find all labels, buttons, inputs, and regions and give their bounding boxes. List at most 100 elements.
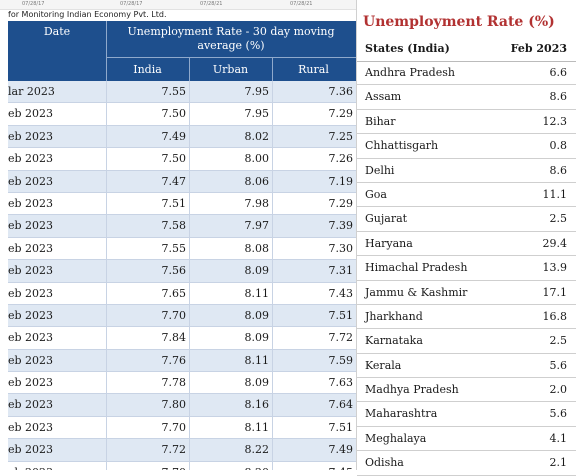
state-name: Delhi — [365, 163, 395, 177]
date-cell: eb 2023 — [8, 264, 54, 278]
india-cell: 7.70 — [161, 308, 187, 322]
date-cell: eb 2023 — [8, 196, 54, 210]
india-cell: 7.51 — [161, 196, 187, 210]
column-divider — [189, 103, 190, 125]
rural-cell: 7.59 — [328, 353, 354, 367]
rural-cell: 7.45 — [272, 462, 354, 470]
column-divider — [106, 81, 107, 103]
state-table-title: Unemployment Rate (%) — [363, 14, 555, 30]
column-divider — [272, 282, 273, 304]
column-divider — [272, 372, 273, 394]
date-cell: eb 2023 — [8, 152, 54, 166]
column-divider — [272, 215, 273, 237]
table-body: lar 2023 7.55 7.95 7.36 eb 2023 7.50 7.95 7.29 e… — [8, 81, 356, 470]
header-group-line1: Unemployment Rate - 30 day moving — [127, 25, 335, 38]
india-cell: 7.50 — [161, 152, 187, 166]
state-name: Assam — [365, 90, 402, 104]
state-name: Jammu & Kashmir — [365, 285, 468, 299]
state-value: 12.3 — [542, 114, 568, 128]
urban-cell: 8.16 — [244, 398, 270, 412]
date-cell: eb 2023 — [8, 286, 54, 300]
table-row: eb 2023 7.70 8.09 7.51 — [8, 304, 356, 328]
urban-cell: 7.95 — [244, 85, 270, 98]
column-divider — [189, 148, 190, 170]
column-divider — [189, 349, 190, 372]
column-divider — [189, 461, 190, 470]
state-row: Haryana 29.4 — [357, 232, 576, 257]
header-divider — [106, 57, 356, 58]
column-divider — [106, 192, 107, 215]
rural-cell: 7.30 — [328, 241, 354, 255]
header-month: Feb 2023 — [510, 42, 567, 55]
rural-cell: 7.25 — [328, 129, 354, 143]
date-cell: lar 2023 — [8, 85, 55, 98]
state-name: Maharashtra — [365, 407, 438, 421]
state-row: Chhattisgarh 0.8 — [357, 134, 576, 159]
state-name: Gujarat — [365, 212, 408, 226]
state-value: 2.0 — [549, 383, 568, 397]
india-cell: 7.55 — [161, 85, 187, 98]
top-strip: 07/28/17 07/28/17 07/28/21 07/28/21 — [0, 0, 356, 10]
urban-cell: 7.98 — [244, 196, 270, 210]
top-strip-text: 07/28/21 — [290, 1, 313, 7]
date-cell: eb 2023 — [8, 376, 54, 390]
table-row: eb 2023 7.80 8.16 7.64 — [8, 394, 356, 417]
state-row: Meghalaya 4.1 — [357, 427, 576, 452]
date-cell: eb 2023 — [8, 219, 54, 233]
rural-cell: 7.51 — [328, 420, 354, 434]
date-cell: eb 2023 — [8, 462, 106, 470]
state-value: 2.5 — [549, 334, 568, 348]
column-divider — [272, 125, 273, 148]
india-cell: 7.70 — [161, 420, 187, 434]
rural-cell: 7.36 — [328, 85, 354, 98]
rural-cell: 7.31 — [328, 264, 354, 278]
state-value: 5.6 — [549, 407, 568, 421]
india-cell: 7.72 — [161, 443, 187, 457]
state-name: Kerala — [365, 358, 402, 372]
column-divider — [272, 103, 273, 125]
date-cell: eb 2023 — [8, 331, 54, 345]
column-divider — [272, 192, 273, 215]
column-divider — [189, 304, 190, 327]
table-row: eb 2023 7.51 7.98 7.29 — [8, 192, 356, 216]
column-divider — [106, 372, 107, 394]
column-divider — [272, 81, 273, 103]
urban-cell: 8.11 — [244, 353, 270, 367]
state-row: Assam 8.6 — [357, 85, 576, 110]
header-rural: Rural — [298, 63, 329, 76]
india-cell: 7.76 — [161, 353, 187, 367]
state-table-body: Andhra Pradesh 6.6 Assam 8.6 Bihar 12.3 Chhatt… — [357, 61, 576, 476]
state-value: 6.6 — [549, 66, 568, 79]
state-name: Odisha — [365, 456, 404, 470]
table-row: lar 2023 7.55 7.95 7.36 — [8, 81, 356, 104]
column-divider — [189, 439, 190, 461]
table-row: eb 2023 7.84 8.09 7.72 — [8, 327, 356, 350]
india-cell: 7.47 — [161, 174, 187, 188]
state-value: 0.8 — [549, 139, 568, 153]
column-divider — [106, 439, 107, 461]
urban-cell: 7.95 — [244, 107, 270, 121]
column-divider — [272, 349, 273, 372]
column-divider — [106, 327, 107, 349]
state-value: 11.1 — [542, 187, 568, 201]
column-divider — [272, 260, 273, 282]
state-row: Goa 11.1 — [357, 183, 576, 208]
urban-cell: 8.22 — [244, 443, 270, 457]
column-divider — [189, 260, 190, 282]
rural-cell: 7.39 — [328, 219, 354, 233]
column-divider — [106, 394, 107, 416]
header-divider — [272, 57, 273, 81]
state-row: Jammu & Kashmir 17.1 — [357, 281, 576, 305]
table-row: eb 2023 7.55 8.08 7.30 — [8, 237, 356, 261]
column-divider — [272, 461, 273, 470]
table-row: eb 2023 7.50 8.00 7.26 — [8, 148, 356, 171]
urban-cell: 8.09 — [244, 376, 270, 390]
column-divider — [189, 170, 190, 192]
state-name: Meghalaya — [365, 431, 427, 445]
date-cell: eb 2023 — [8, 398, 54, 412]
urban-cell: 8.02 — [244, 129, 270, 143]
state-value: 16.8 — [542, 309, 568, 323]
table-row: eb 2023 7.78 8.09 7.63 — [8, 372, 356, 395]
column-divider — [106, 304, 107, 327]
header-date: Date — [43, 25, 71, 38]
